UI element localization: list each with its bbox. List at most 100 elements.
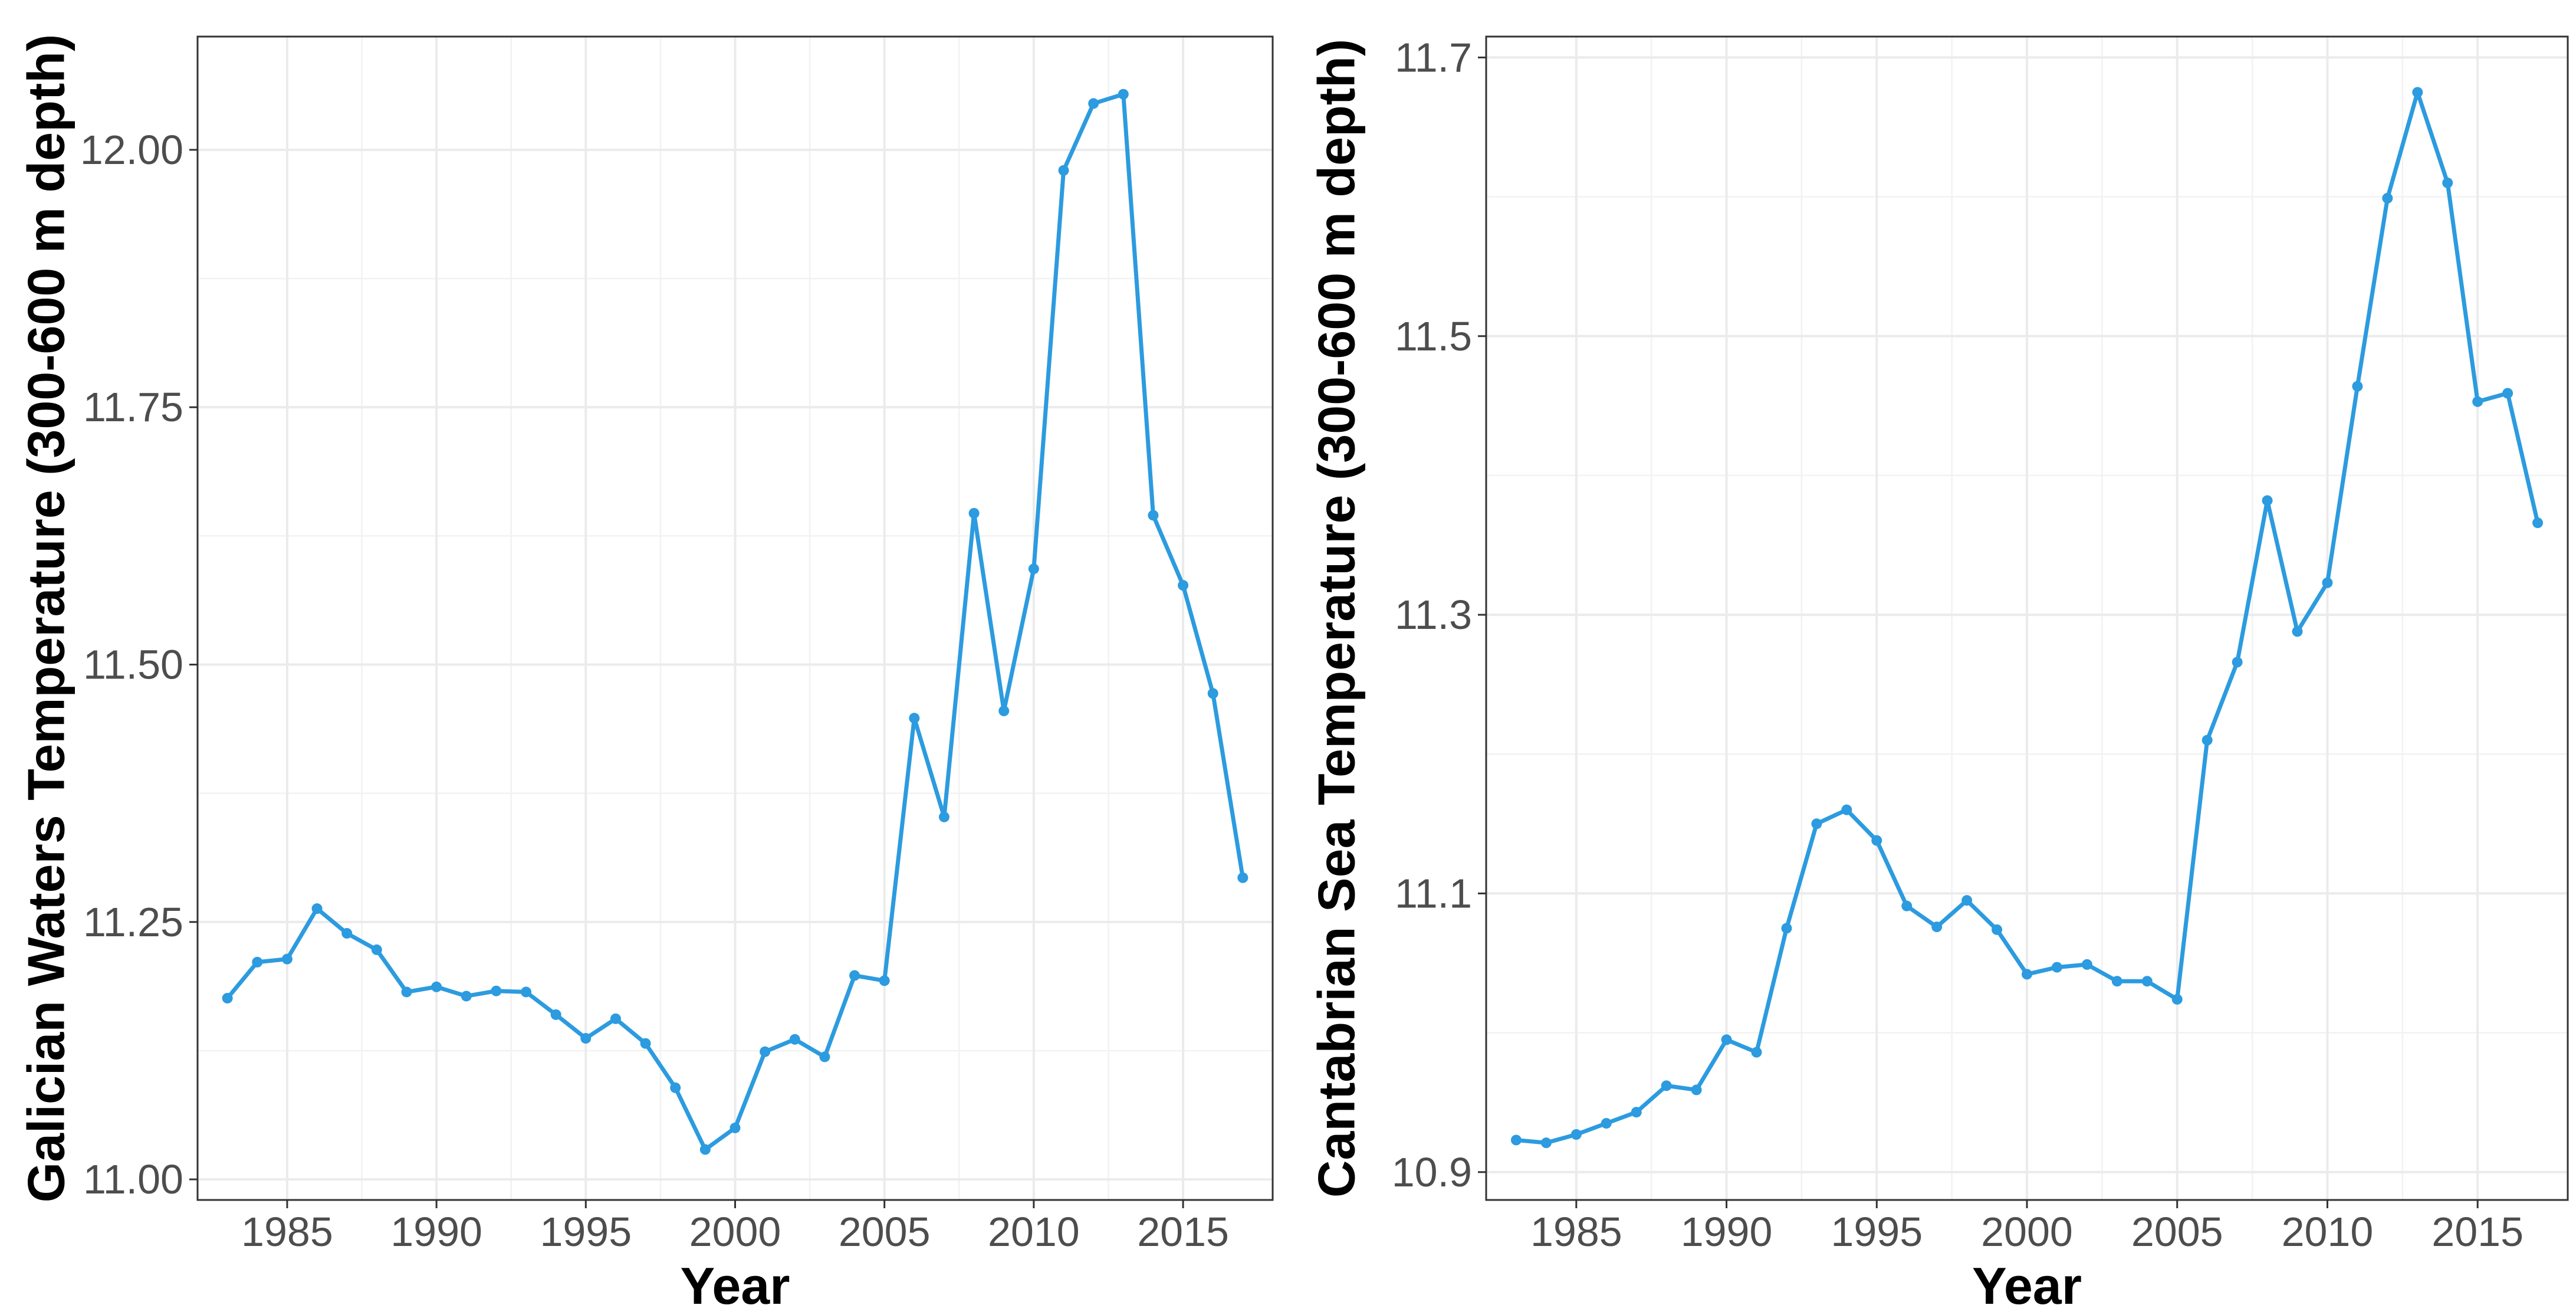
data-point [1721,1034,1732,1045]
data-point [879,975,890,986]
data-point [401,986,412,998]
data-point [1237,872,1248,883]
data-point [491,985,502,996]
data-point [1691,1084,1702,1096]
cantabrian-sea-panel: 1985 1990 1995 2000 2005 2010 2015 10.9 11.1 11.3… [1307,34,2569,1315]
y-tick-label: 11.25 [83,899,183,945]
data-point [2262,495,2273,506]
data-point [2502,388,2513,399]
data-point [730,1122,741,1133]
x-tick-label: 2015 [2432,1209,2524,1255]
data-point [521,986,532,998]
x-tick-label: 1995 [1831,1209,1923,1255]
x-axis-title: Year [1972,1257,2082,1312]
x-axis-title: Year [681,1257,790,1312]
data-point [2442,177,2453,188]
y-tick-label: 11.3 [1395,592,1472,638]
data-point [311,903,323,914]
data-point [2022,969,2032,980]
y-tick-label: 11.7 [1395,34,1472,80]
data-point [2412,87,2423,98]
data-point [1751,1047,1762,1058]
x-tick-label: 1990 [1681,1209,1773,1255]
data-point [699,1144,711,1155]
x-tick-label: 1990 [390,1209,482,1255]
data-point [1901,900,1913,911]
data-point [2081,959,2092,970]
data-point [1088,98,1099,109]
x-tick-label: 2005 [839,1209,931,1255]
data-point [968,507,980,519]
data-point [2051,962,2062,973]
data-point [1118,88,1129,100]
x-tick-label: 1985 [241,1209,333,1255]
data-point [1540,1137,1552,1149]
data-point [1871,835,1882,846]
data-point [431,981,442,992]
y-tick-label: 11.75 [83,384,183,430]
y-tick-label: 10.9 [1392,1149,1472,1195]
data-point [222,992,233,1004]
x-tick-label: 2000 [1981,1209,2073,1255]
data-point [341,928,353,939]
data-point [281,953,293,965]
y-tick-label: 12.00 [80,127,183,173]
data-point [1841,804,1852,815]
x-tick-label: 2000 [689,1209,781,1255]
data-point [580,1033,592,1044]
data-point [2532,517,2544,529]
data-point [1631,1107,1642,1118]
data-point [670,1082,681,1093]
x-tick-label: 1985 [1530,1209,1622,1255]
x-tick-label: 1995 [540,1209,632,1255]
data-point [2352,381,2363,392]
data-point [2472,396,2483,407]
galician-waters-panel: 1985 1990 1995 2000 2005 2010 2015 11.00 11.25 11… [17,34,1274,1315]
data-point [849,970,860,981]
data-point [550,1009,561,1020]
y-tick-label: 11.1 [1395,870,1472,916]
y-axis-title: Cantabrian Sea Temperature (300-600 m de… [1307,39,1366,1198]
data-point [2202,734,2213,746]
data-point [610,1013,621,1024]
data-point [252,956,263,968]
data-point [1601,1118,1612,1129]
data-point [1811,818,1822,829]
data-point [2322,577,2333,588]
x-tick-label: 2015 [1137,1209,1229,1255]
data-point [640,1038,651,1049]
data-point [1781,923,1792,934]
data-point [2111,976,2122,987]
data-point [789,1034,800,1045]
data-point [1510,1134,1522,1146]
data-point [1028,563,1039,575]
data-point [1992,924,2003,935]
data-point [909,713,920,724]
data-point [2292,626,2303,637]
data-point [2141,976,2153,987]
data-point [1178,580,1189,591]
x-tick-label: 2005 [2131,1209,2223,1255]
data-point [1931,922,1943,933]
data-point [998,706,1010,717]
y-tick-label: 11.50 [83,642,183,688]
data-point [2382,192,2393,204]
data-point [1570,1129,1582,1140]
data-point [938,811,949,822]
data-point [1058,165,1069,176]
data-point [461,991,472,1002]
y-axis-title: Galician Waters Temperature (300-600 m d… [17,34,75,1203]
data-point [371,944,382,955]
y-tick-label: 11.00 [83,1156,183,1202]
y-tick-label: 11.5 [1395,313,1472,359]
data-point [760,1046,771,1057]
x-tick-label: 2010 [988,1209,1080,1255]
data-point [819,1051,830,1063]
data-point [1661,1080,1672,1091]
data-point [1207,688,1218,699]
data-point [2171,993,2183,1005]
data-point [2232,657,2243,668]
x-tick-label: 2010 [2282,1209,2374,1255]
